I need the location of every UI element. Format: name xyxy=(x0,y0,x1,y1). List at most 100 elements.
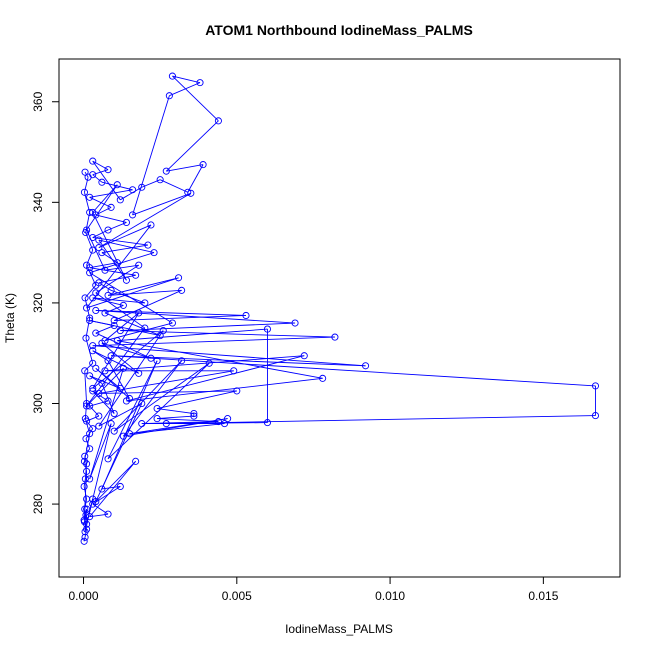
series-segment xyxy=(101,360,158,490)
data-point xyxy=(80,482,88,491)
x-axis-label: IodineMass_PALMS xyxy=(285,622,393,636)
data-point xyxy=(119,301,127,309)
series-segment xyxy=(89,196,112,208)
data-point xyxy=(81,528,89,536)
data-point xyxy=(104,291,112,299)
data-point xyxy=(80,537,88,545)
data-point xyxy=(81,475,89,483)
series-segment xyxy=(89,423,112,480)
data-point xyxy=(113,259,121,267)
series-segment xyxy=(123,418,228,437)
data-point xyxy=(80,516,88,524)
data-point xyxy=(82,334,90,342)
data-point xyxy=(135,261,143,269)
data-point xyxy=(83,402,91,410)
series-segment xyxy=(84,177,89,193)
series-segment xyxy=(120,186,142,201)
y-tick-label: 360 xyxy=(31,91,45,111)
data-point xyxy=(89,425,97,433)
y-tick-label: 300 xyxy=(31,393,45,413)
series-segment xyxy=(92,486,121,505)
data-point xyxy=(83,467,91,475)
data-point xyxy=(89,208,97,216)
series-segment xyxy=(107,360,158,460)
series-segment xyxy=(95,461,136,502)
data-point xyxy=(144,241,152,249)
data-point xyxy=(141,299,149,307)
series-segment xyxy=(92,212,127,281)
series-segment xyxy=(98,330,164,427)
data-point xyxy=(116,482,124,491)
data-point xyxy=(190,410,198,418)
data-point xyxy=(104,455,112,463)
data-point xyxy=(110,427,118,435)
series-segment xyxy=(92,184,118,213)
x-tick-label: 0.015 xyxy=(528,589,558,603)
data-point xyxy=(95,422,103,430)
series-segment xyxy=(95,214,127,223)
data-point xyxy=(107,352,115,360)
data-point xyxy=(178,357,186,365)
data-point xyxy=(89,347,97,355)
data-point xyxy=(224,415,232,423)
data-point xyxy=(83,304,91,312)
data-point xyxy=(132,271,140,279)
data-point xyxy=(291,319,299,327)
series-segment xyxy=(84,463,88,479)
data-point xyxy=(86,316,94,325)
data-point xyxy=(89,157,97,165)
series-segment xyxy=(104,264,139,271)
y-tick-label: 320 xyxy=(31,293,45,313)
data-point xyxy=(153,357,161,365)
data-point xyxy=(81,367,89,375)
data-point xyxy=(89,342,97,350)
data-point xyxy=(220,420,229,428)
data-point xyxy=(168,72,176,80)
data-point xyxy=(86,269,94,277)
data-point xyxy=(199,161,207,169)
data-point xyxy=(107,420,115,428)
data-point xyxy=(242,311,250,320)
data-point xyxy=(116,327,124,335)
data-point xyxy=(122,218,130,226)
data-point xyxy=(95,389,103,397)
data-point xyxy=(119,364,127,372)
data-point xyxy=(107,286,115,294)
data-point xyxy=(263,325,272,333)
series-segment xyxy=(89,405,100,417)
series-segment xyxy=(98,239,127,281)
series-segment xyxy=(98,239,155,254)
data-point xyxy=(104,397,112,405)
series-segment xyxy=(187,164,204,193)
series-segment xyxy=(157,408,194,414)
series-segment xyxy=(159,179,188,193)
data-point xyxy=(89,384,97,392)
data-point xyxy=(86,475,94,483)
series-segment xyxy=(92,174,103,183)
data-point xyxy=(95,412,103,420)
data-point xyxy=(175,274,183,282)
data-point xyxy=(86,208,94,216)
series-segment xyxy=(129,423,225,435)
data-point xyxy=(101,337,109,345)
data-point xyxy=(113,337,121,345)
x-axis: 0.000 0.005 0.010 0.015 xyxy=(69,576,559,603)
data-point xyxy=(80,188,88,196)
data-point xyxy=(92,329,100,337)
data-point xyxy=(81,168,89,176)
series-segment xyxy=(117,340,323,379)
data-point xyxy=(98,178,106,186)
data-point xyxy=(591,382,600,390)
series-segment xyxy=(113,289,182,321)
series-segment xyxy=(84,362,94,372)
series-segment xyxy=(98,390,237,394)
series-segment xyxy=(114,315,247,321)
data-point xyxy=(107,203,115,211)
series-segment xyxy=(101,342,152,359)
data-point xyxy=(92,289,100,297)
series-segment xyxy=(86,415,100,422)
data-point xyxy=(86,513,94,521)
x-tick-label: 0.010 xyxy=(375,589,405,603)
data-point xyxy=(187,189,195,197)
data-point xyxy=(119,432,127,440)
